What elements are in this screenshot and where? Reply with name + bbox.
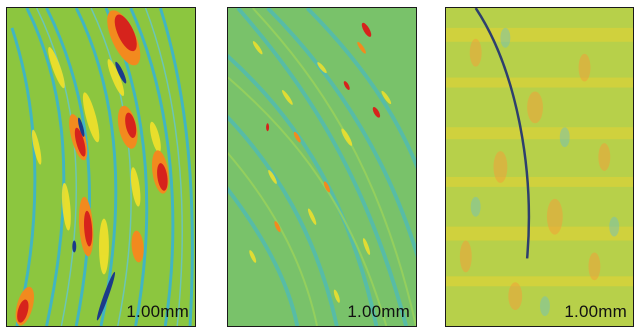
scale-label: 1.00mm	[126, 302, 189, 321]
surface-map-panel-1: 1.00mm	[6, 7, 196, 327]
surface-map-image-3	[446, 8, 633, 326]
scale-label: 1.00mm	[347, 302, 410, 321]
scale-label: 1.00mm	[564, 302, 627, 321]
surface-map-panel-2: 1.00mm	[227, 7, 417, 327]
surface-map-panel-3: 1.00mm	[445, 7, 634, 327]
surface-map-image-1	[7, 8, 195, 326]
surface-map-image-2	[228, 8, 416, 326]
